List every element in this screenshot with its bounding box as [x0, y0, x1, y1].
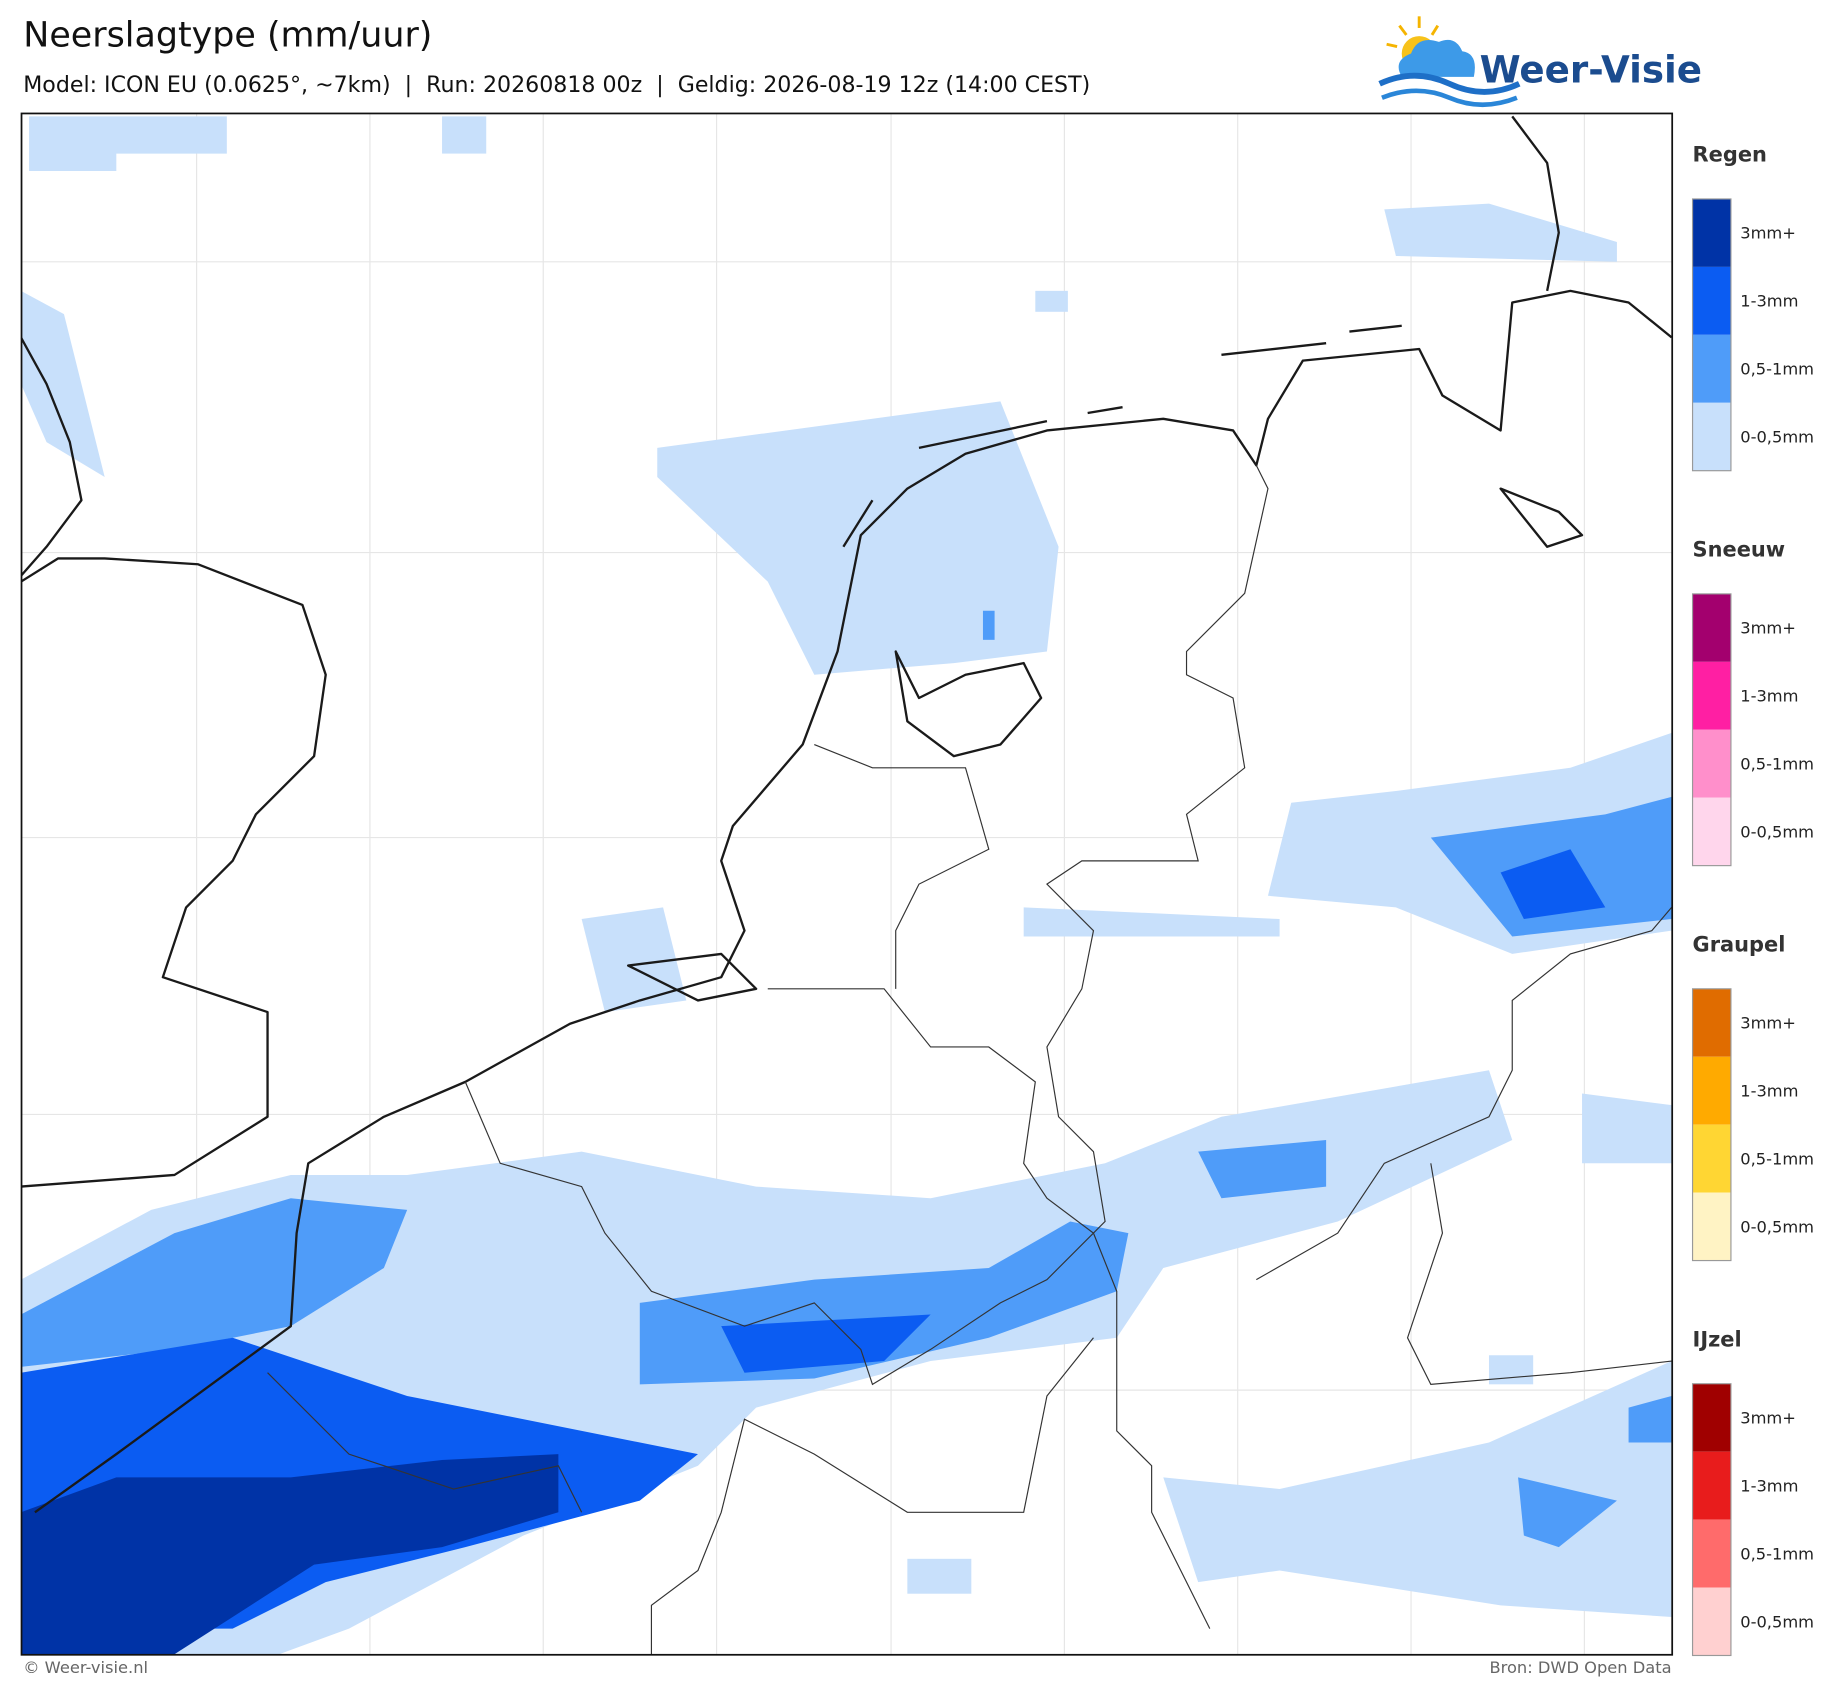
- legend-swatch: [1692, 1192, 1731, 1261]
- legend-group-title: Sneeuw: [1693, 538, 1786, 562]
- footer-credit: © Weer-visie.nl: [23, 1658, 148, 1677]
- legend-group-title: Graupel: [1693, 933, 1786, 957]
- legend-group-title: IJzel: [1693, 1328, 1742, 1352]
- legend-label: 3mm+: [1740, 619, 1796, 638]
- legend-swatch: [1692, 988, 1731, 1057]
- legend-label: 0,5-1mm: [1740, 1544, 1814, 1563]
- legend-swatch-frame: [1691, 593, 1732, 867]
- legend-label: 0-0,5mm: [1740, 1217, 1814, 1236]
- legend-swatch: [1692, 1124, 1731, 1193]
- legend-swatch-frame: [1691, 1383, 1732, 1657]
- legend-label: 1-3mm: [1740, 1476, 1798, 1495]
- legend-label: 1-3mm: [1740, 1082, 1798, 1101]
- legend-swatch-frame: [1691, 198, 1732, 472]
- legend-label: 0,5-1mm: [1740, 1149, 1814, 1168]
- legend-group-title: Regen: [1693, 143, 1767, 167]
- legend-swatch: [1692, 593, 1731, 662]
- legend-swatch: [1692, 1383, 1731, 1452]
- legend-label: 3mm+: [1740, 1014, 1796, 1033]
- legend-swatch: [1692, 1056, 1731, 1125]
- logo: Weer-Visie: [1378, 16, 1702, 107]
- legend-swatch: [1692, 1587, 1731, 1656]
- legend-swatch: [1692, 797, 1731, 866]
- logo-text: Weer-Visie: [1480, 48, 1702, 92]
- legend-label: 0,5-1mm: [1740, 360, 1814, 379]
- legend-swatch: [1692, 334, 1731, 403]
- legend-swatch: [1692, 1519, 1731, 1588]
- legend-label: 3mm+: [1740, 224, 1796, 243]
- legend-label: 1-3mm: [1740, 292, 1798, 311]
- legend-label: 1-3mm: [1740, 687, 1798, 706]
- legend-swatch: [1692, 1451, 1731, 1520]
- title: Neerslagtype (mm/uur): [23, 16, 432, 56]
- legend-label: 0,5-1mm: [1740, 755, 1814, 774]
- footer-source: Bron: DWD Open Data: [1489, 1658, 1671, 1677]
- legend-label: 3mm+: [1740, 1409, 1796, 1428]
- map: [20, 112, 1674, 1656]
- legend-swatch: [1692, 402, 1731, 471]
- legend-swatch-frame: [1691, 988, 1732, 1262]
- legend-label: 0-0,5mm: [1740, 822, 1814, 841]
- legend: Regen 3mm+ 1-3mm 0,5-1mm 0-0,5mm Sneeuw 3mm+ 1-…: [1691, 143, 1814, 1657]
- legend-swatch: [1692, 198, 1731, 267]
- legend-swatch: [1692, 266, 1731, 335]
- legend-swatch: [1692, 661, 1731, 730]
- subtitle: Model: ICON EU (0.0625°, ~7km) | Run: 20…: [23, 72, 1090, 98]
- legend-label: 0-0,5mm: [1740, 428, 1814, 447]
- legend-swatch: [1692, 729, 1731, 798]
- legend-label: 0-0,5mm: [1740, 1612, 1814, 1631]
